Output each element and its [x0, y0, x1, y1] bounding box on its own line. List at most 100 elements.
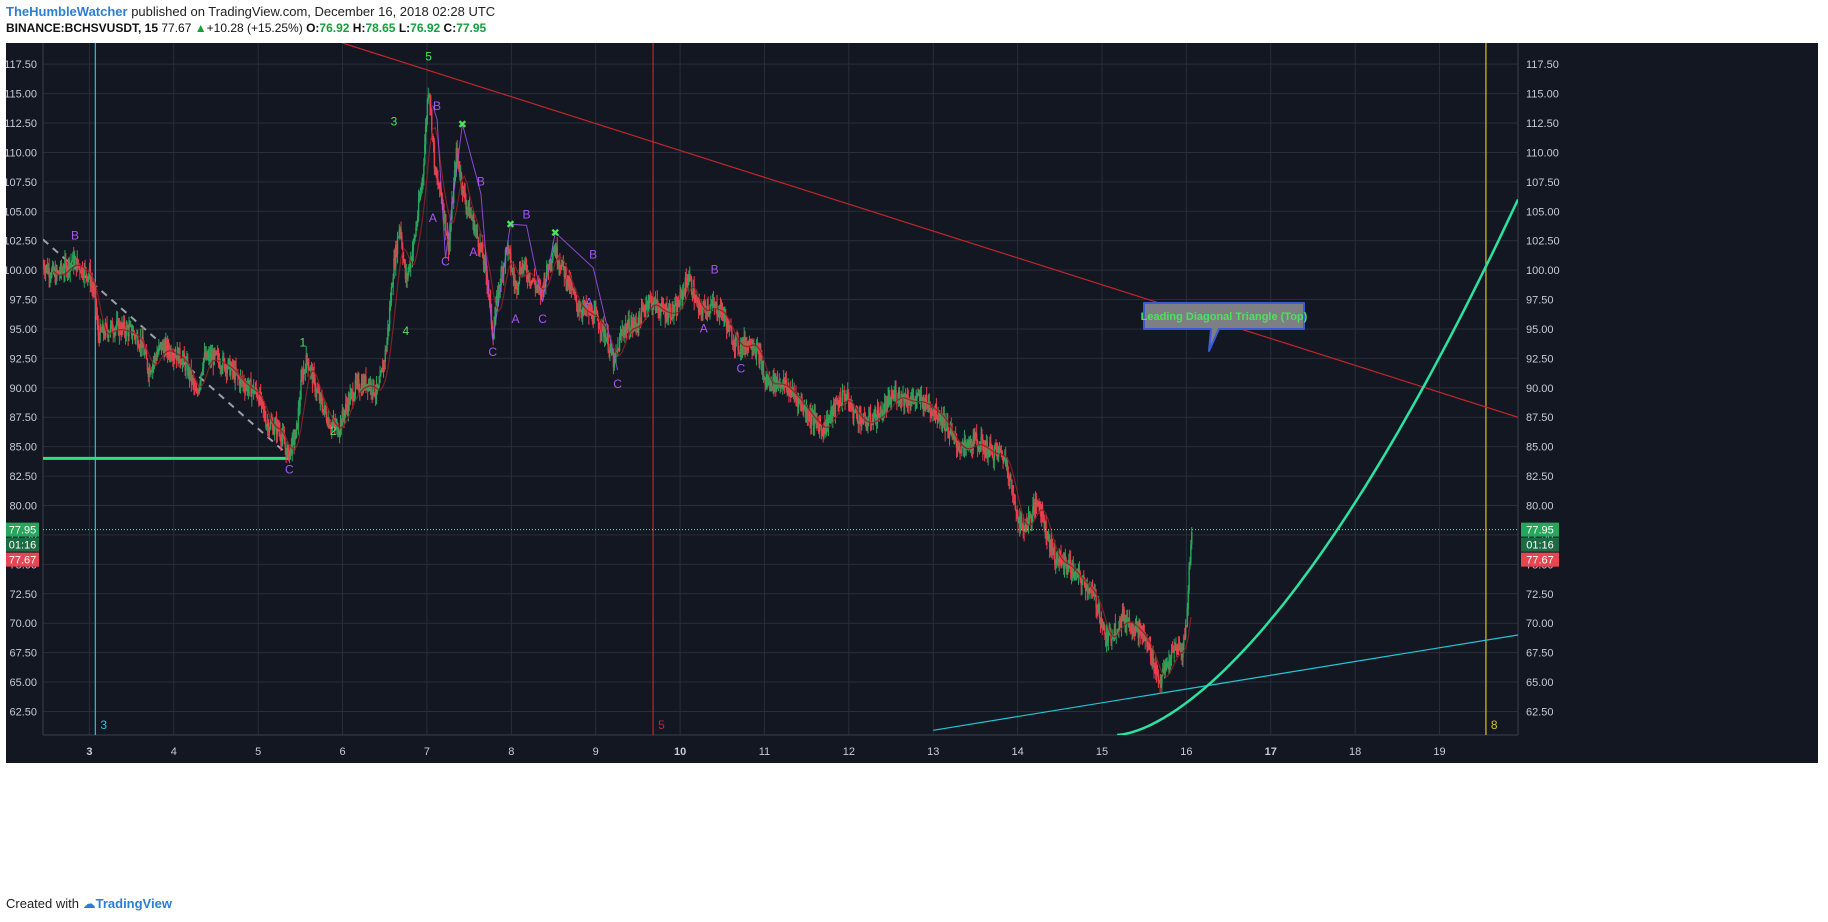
candle-body	[617, 347, 620, 352]
candle-body	[810, 411, 812, 425]
price-chart[interactable]: 62.50 62.50 65.00 65.00 67.50 67.50 70.00 70.00…	[6, 43, 1818, 890]
candle-body	[1034, 499, 1037, 514]
candle-body	[1051, 538, 1053, 552]
candle-body	[818, 424, 821, 433]
candle-body	[381, 368, 383, 373]
elliott-wave-label: 5	[425, 50, 432, 64]
candle-body	[703, 302, 706, 306]
candle-body	[443, 209, 445, 222]
candle-body	[684, 277, 687, 295]
candle-body	[1009, 479, 1011, 482]
candle-body	[113, 333, 115, 335]
candle-body	[606, 333, 608, 339]
candle-body	[880, 406, 882, 410]
candle-body	[52, 265, 55, 274]
candle-body	[44, 268, 47, 273]
candle-body	[944, 416, 946, 432]
candle-body	[1014, 501, 1017, 510]
y-tick-label-right: 100.00	[1526, 265, 1560, 277]
candle-body	[206, 351, 208, 359]
candle-body	[1125, 619, 1127, 626]
candle-body	[252, 385, 255, 394]
candle-body	[807, 418, 809, 420]
candle-body	[690, 277, 693, 293]
high-value: 78.65	[365, 21, 396, 35]
symbol-name[interactable]: BINANCE:BCHSVUSDT, 15	[6, 21, 159, 35]
candle-body	[413, 238, 415, 241]
candle-body	[73, 254, 75, 268]
candle-body	[890, 401, 892, 405]
candle-body	[613, 356, 616, 368]
y-tick-label-left: 112.50	[6, 118, 37, 130]
candle-body	[689, 276, 691, 281]
candle-body	[377, 387, 379, 390]
tradingview-logo-icon: ☁	[82, 896, 96, 911]
candle-body	[960, 450, 962, 453]
candle-body	[818, 423, 820, 433]
candle-body	[1119, 618, 1121, 629]
candle-body	[768, 378, 770, 386]
cycle-label: 3	[100, 718, 107, 732]
candle-body	[610, 344, 613, 355]
candle-body	[497, 285, 500, 303]
x-tick-label: 16	[1180, 746, 1192, 758]
candle-body	[365, 376, 367, 389]
candle-body	[653, 299, 655, 307]
candle-body	[553, 250, 556, 252]
candle-body	[1172, 651, 1175, 653]
abc-correction-label: B	[523, 207, 531, 221]
candle-body	[729, 325, 731, 328]
tradingview-brand-link[interactable]: TradingView	[95, 896, 172, 911]
candle-body	[1183, 636, 1185, 647]
prev-price-badge-bg	[6, 552, 39, 567]
candle-body	[803, 407, 805, 412]
candle-body	[376, 383, 379, 390]
candle-body	[1003, 458, 1005, 462]
candle-body	[718, 315, 720, 317]
candle-body	[164, 345, 166, 356]
candle-body	[1050, 538, 1053, 552]
candle-body	[81, 266, 84, 276]
candle-body	[603, 324, 605, 337]
countdown-badge: 01:16	[1526, 540, 1554, 552]
candle-body	[1021, 523, 1024, 525]
x-tick-label: 12	[843, 746, 855, 758]
candle-body	[980, 436, 982, 450]
candle-body	[276, 422, 279, 435]
candle-body	[374, 394, 376, 396]
candle-body	[227, 360, 229, 369]
candle-body	[382, 361, 385, 373]
candle-body	[400, 229, 402, 236]
candle-body	[290, 445, 293, 454]
candle-body	[93, 288, 95, 292]
candle-body	[471, 217, 473, 221]
candle-body	[966, 440, 968, 444]
candle-body	[1031, 516, 1033, 522]
candle-body	[1150, 656, 1153, 661]
candle-body	[570, 285, 572, 291]
candle-body	[653, 297, 656, 300]
candle-body	[1176, 647, 1178, 655]
candle-body	[172, 358, 174, 361]
candle-body	[1126, 618, 1128, 626]
candle-body	[1069, 560, 1072, 573]
candle-body	[398, 229, 400, 237]
candle-body	[204, 352, 207, 359]
candle-body	[1111, 639, 1113, 641]
candle-body	[345, 403, 348, 407]
candle-body	[990, 446, 993, 451]
candle-body	[746, 344, 748, 351]
candle-body	[656, 300, 659, 307]
candle-body	[783, 378, 786, 386]
candle-body	[481, 244, 484, 259]
candle-body	[1058, 551, 1060, 563]
x-tick-label: 10	[674, 746, 686, 758]
candle-body	[560, 267, 562, 270]
candle-body	[890, 395, 893, 402]
candle-body	[663, 310, 666, 312]
author-link[interactable]: TheHumbleWatcher	[6, 4, 128, 19]
candle-body	[811, 416, 813, 425]
candle-body	[857, 421, 859, 424]
candle-body	[555, 246, 558, 257]
candle-body	[1139, 624, 1141, 627]
